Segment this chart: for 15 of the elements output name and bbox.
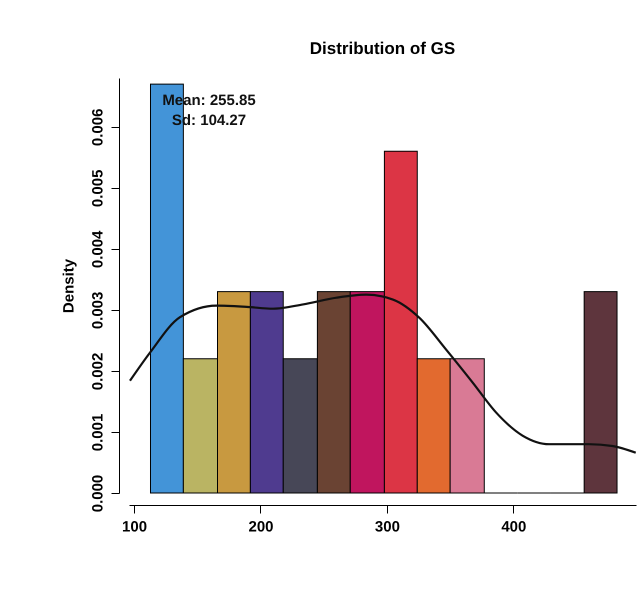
x-tick-label: 200 xyxy=(248,518,274,536)
y-tick-label: 0.005 xyxy=(90,170,106,208)
chart-title: Distribution of GS xyxy=(310,39,456,58)
y-tick-label: 0.002 xyxy=(90,352,106,390)
y-axis-title: Density xyxy=(60,258,78,314)
annotation: Mean: 255.85 xyxy=(162,92,256,109)
y-tick-label: 0.006 xyxy=(90,108,106,146)
x-tick-label: 100 xyxy=(122,518,148,536)
annotation: Sd: 104.27 xyxy=(172,112,246,129)
y-tick-label: 0.003 xyxy=(90,292,106,330)
y-tick-label: 0.001 xyxy=(90,414,106,452)
x-tick-label: 400 xyxy=(501,518,526,536)
x-tick-label: 300 xyxy=(374,518,400,536)
y-tick-label: 0.000 xyxy=(90,474,106,512)
y-tick-label: 0.004 xyxy=(90,230,106,268)
